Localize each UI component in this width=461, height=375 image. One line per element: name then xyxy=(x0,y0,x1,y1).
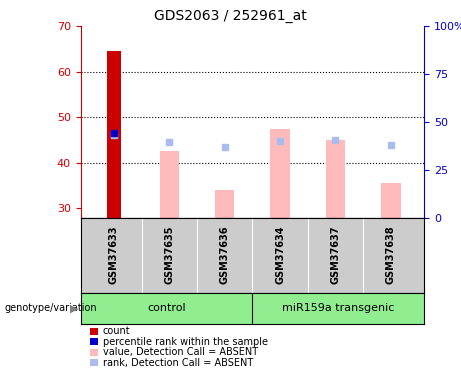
Text: ▶: ▶ xyxy=(70,303,78,313)
Text: count: count xyxy=(103,326,130,336)
Bar xyxy=(215,190,234,217)
Bar xyxy=(271,129,290,217)
Text: GSM37633: GSM37633 xyxy=(109,226,119,284)
Bar xyxy=(381,183,401,218)
Text: rank, Detection Call = ABSENT: rank, Detection Call = ABSENT xyxy=(103,358,253,368)
Text: GSM37634: GSM37634 xyxy=(275,226,285,284)
Bar xyxy=(326,140,345,218)
Text: genotype/variation: genotype/variation xyxy=(5,303,97,313)
Text: percentile rank within the sample: percentile rank within the sample xyxy=(103,337,268,346)
Text: GSM37635: GSM37635 xyxy=(164,226,174,284)
Text: GSM37636: GSM37636 xyxy=(220,226,230,284)
Text: value, Detection Call = ABSENT: value, Detection Call = ABSENT xyxy=(103,347,258,357)
Text: control: control xyxy=(147,303,186,313)
Text: GDS2063 / 252961_at: GDS2063 / 252961_at xyxy=(154,9,307,23)
Bar xyxy=(107,51,121,217)
Text: miR159a transgenic: miR159a transgenic xyxy=(282,303,395,313)
Text: GSM37637: GSM37637 xyxy=(331,226,341,284)
Text: GSM37638: GSM37638 xyxy=(386,226,396,284)
Bar xyxy=(160,152,179,217)
